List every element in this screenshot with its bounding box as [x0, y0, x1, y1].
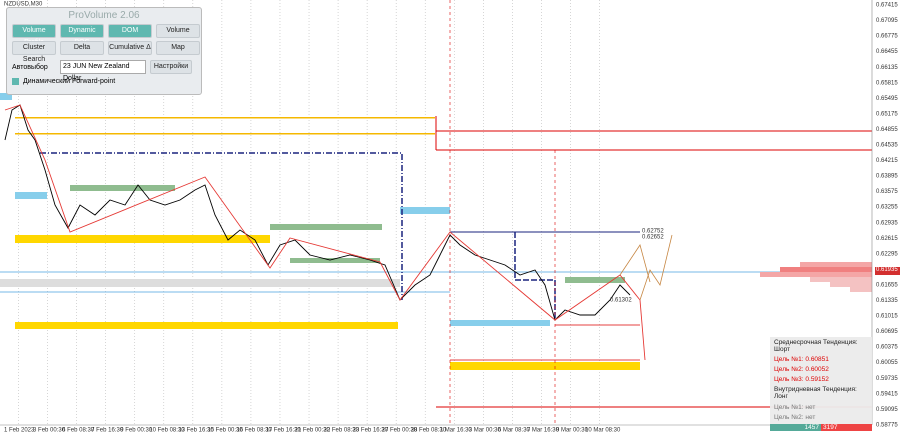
- time-label: 21 Feb 00:30: [295, 428, 331, 434]
- time-label: 22 Feb 08:30: [324, 428, 360, 434]
- time-label: 1 Feb 2023: [4, 428, 35, 434]
- price-label: 0.67415: [876, 3, 898, 9]
- button[interactable]: Map: [156, 41, 200, 55]
- price-label: 0.64855: [876, 127, 898, 133]
- time-label: 23 Feb 16:30: [353, 428, 389, 434]
- time-label: 10 Feb 08:30: [149, 428, 185, 434]
- price-label: 0.60695: [876, 329, 898, 335]
- price-label: 0.65175: [876, 111, 898, 117]
- level-label: 0.62652: [642, 235, 664, 241]
- price-label: 0.65495: [876, 96, 898, 102]
- price-label: 0.60375: [876, 345, 898, 351]
- volume-buy: 1457: [770, 424, 821, 432]
- price-label: 0.61015: [876, 314, 898, 320]
- target: Цель №2: 0.60052: [774, 365, 829, 373]
- level-label: 0.61302: [610, 298, 632, 304]
- button[interactable]: DOM: [108, 24, 152, 38]
- time-label: 3 Feb 00:30: [33, 428, 66, 434]
- panel-title: ProVolume 2.06: [68, 10, 140, 21]
- trend-intraday: Внутридневная Тенденция: Лонг: [774, 386, 857, 401]
- time-label: 6 Feb 08:30: [62, 428, 95, 434]
- time-label: 17 Feb 16:30: [265, 428, 301, 434]
- price-label: 0.60055: [876, 360, 898, 366]
- time-label: 15 Feb 00:30: [207, 428, 243, 434]
- button[interactable]: Dynamic POC: [60, 24, 104, 46]
- level-label: 0.62752: [642, 229, 664, 235]
- button[interactable]: Delta: [60, 41, 104, 55]
- symbol: NZDUSD,M30: [4, 2, 43, 8]
- provolume-panel: ProVolume 2.06 Volume Profile Dynamic PO…: [6, 7, 202, 95]
- trend-box: Среднесрочная Тенденция: Шорт Цель №1: 0…: [770, 337, 872, 432]
- settings-button[interactable]: Настройки: [150, 60, 192, 74]
- price-label: 0.62935: [876, 220, 898, 226]
- price-label: 0.67095: [876, 18, 898, 24]
- time-label: 9 Mar 00:30: [556, 428, 589, 434]
- price-label: 0.59415: [876, 391, 898, 397]
- target: Цель №2: нет: [774, 413, 816, 421]
- time-label: 28 Feb 08:30: [411, 428, 447, 434]
- forward-point[interactable]: Динамический Forward-point: [23, 78, 116, 85]
- time-label: 9 Feb 00:30: [120, 428, 153, 434]
- price-label: 0.63895: [876, 174, 898, 180]
- time-label: 13 Feb 16:30: [178, 428, 214, 434]
- price-label: 0.65815: [876, 80, 898, 86]
- price-label: 0.62615: [876, 236, 898, 242]
- time-label: 3 Mar 00:30: [469, 428, 502, 434]
- time-label: 7 Mar 16:30: [527, 428, 560, 434]
- checkbox-label[interactable]: Автовыбор: [12, 63, 48, 71]
- target: Цель №1: 0.60851: [774, 355, 829, 363]
- price-label: 0.64535: [876, 143, 898, 149]
- price-label: 0.61335: [876, 298, 898, 304]
- price-label: 0.59095: [876, 407, 898, 413]
- price-label: 0.66775: [876, 34, 898, 40]
- price-label: 0.63255: [876, 205, 898, 211]
- price-label: 0.63575: [876, 189, 898, 195]
- price-label: 0.62295: [876, 251, 898, 257]
- time-label: 16 Feb 08:30: [236, 428, 272, 434]
- price-label: 0.59735: [876, 376, 898, 382]
- button[interactable]: Cluster Search: [12, 41, 56, 63]
- time-label: 6 Mar 08:30: [498, 428, 531, 434]
- volume-sell: 3197: [821, 424, 872, 432]
- button[interactable]: Cumulative Δ: [108, 41, 152, 55]
- price-label: 0.61935: [876, 267, 898, 273]
- button[interactable]: Volume: [156, 24, 200, 38]
- price-label: 0.58775: [876, 422, 898, 428]
- price-label: 0.64215: [876, 158, 898, 164]
- time-label: 10 Mar 08:30: [585, 428, 621, 434]
- time-label: 7 Feb 16:30: [91, 428, 124, 434]
- time-label: 1 Mar 16:30: [440, 428, 473, 434]
- time-label: 27 Feb 00:30: [382, 428, 418, 434]
- price-label: 0.66455: [876, 49, 898, 55]
- trend-medium: Среднесрочная Тенденция: Шорт: [774, 338, 858, 353]
- instrument-select[interactable]: 23 JUN New Zealand Dollar: [60, 60, 146, 82]
- target: Цель №3: 0.59152: [774, 376, 829, 384]
- price-label: 0.66135: [876, 65, 898, 71]
- price-label: 0.61655: [876, 282, 898, 288]
- button[interactable]: Volume Profile: [12, 24, 56, 46]
- target: Цель №1: нет: [774, 403, 816, 411]
